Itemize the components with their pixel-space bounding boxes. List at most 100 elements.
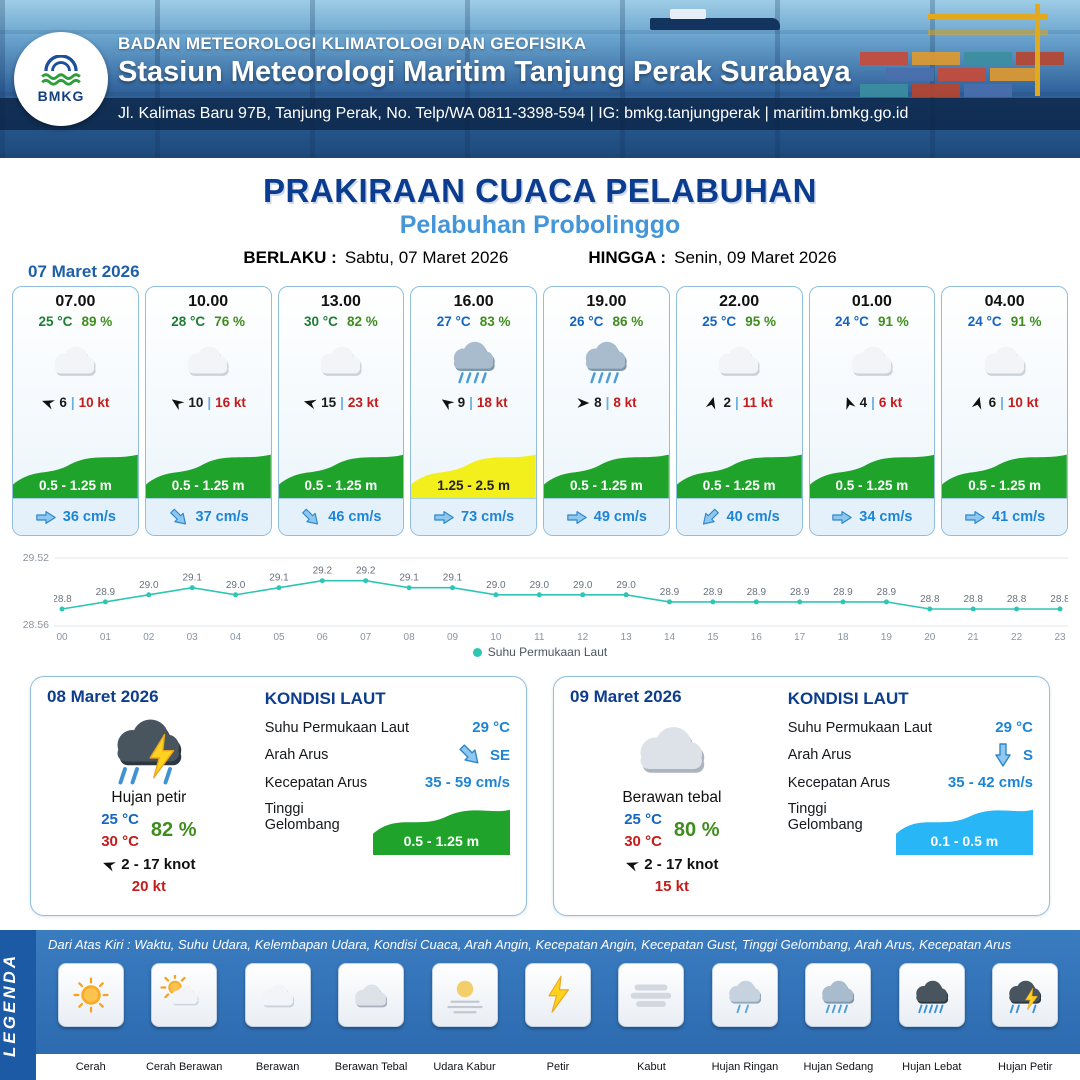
current-row: 49 cm/s bbox=[544, 498, 669, 535]
svg-text:29.2: 29.2 bbox=[356, 566, 376, 577]
legend-item-label: Hujan Lebat bbox=[902, 1061, 962, 1073]
time-label: 19.00 bbox=[586, 293, 627, 310]
bmkg-logo-text: BMKG bbox=[37, 87, 85, 104]
svg-text:28.8: 28.8 bbox=[1007, 594, 1027, 605]
time-label: 16.00 bbox=[453, 293, 494, 310]
legend-item-icon bbox=[338, 963, 405, 1027]
wind-speed-value: 10 bbox=[188, 395, 204, 410]
berlaku-label: BERLAKU : bbox=[243, 248, 337, 267]
current-row: 40 cm/s bbox=[676, 498, 802, 535]
wind-direction-icon bbox=[623, 856, 641, 874]
humidity-value: 95 % bbox=[745, 314, 776, 329]
svg-text:29.1: 29.1 bbox=[269, 573, 289, 584]
legend-item-icon bbox=[57, 963, 124, 1027]
svg-text:28.9: 28.9 bbox=[790, 587, 810, 598]
temperature-value: 25 °C bbox=[38, 314, 73, 329]
chart-y-max: 29.52 bbox=[22, 552, 49, 564]
wave-height-value: 0.5 - 1.25 m bbox=[569, 478, 643, 493]
wave-height-band: 0.5 - 1.25 m bbox=[544, 446, 669, 498]
legend-item-label: Hujan Petir bbox=[998, 1061, 1053, 1073]
gust-value: 18 kt bbox=[476, 395, 508, 410]
legend-item: Kabut bbox=[605, 963, 698, 1080]
wind-range-value: 2 - 17 knot bbox=[644, 856, 719, 873]
svg-text:20: 20 bbox=[924, 632, 936, 642]
wave-height-value: 0.5 - 1.25 m bbox=[968, 478, 1042, 493]
wave-height-label: Tinggi Gelombang bbox=[787, 801, 863, 833]
wave-height-value: 0.5 - 1.25 m bbox=[702, 478, 776, 493]
sst-row: Suhu Permukaan Laut 29 °C bbox=[265, 719, 510, 736]
separator: | bbox=[207, 395, 212, 410]
forecast-card: 16.00 27 °C 83 % 9 | 18 kt 1.25 - 2.5 m bbox=[410, 286, 537, 536]
legend-item-icon bbox=[805, 963, 872, 1027]
wave-height-band: 1.25 - 2.5 m bbox=[411, 446, 536, 498]
wave-height-value: 0.5 - 1.25 m bbox=[403, 833, 480, 849]
sst-value: 29 °C bbox=[472, 719, 510, 736]
humidity-value: 82 % bbox=[346, 314, 378, 329]
wind-direction-icon bbox=[100, 856, 118, 874]
current-speed-value: 41 cm/s bbox=[992, 509, 1046, 525]
sst-value: 29 °C bbox=[995, 719, 1033, 736]
temperature-value: 24 °C bbox=[967, 314, 1002, 329]
current-row: 73 cm/s bbox=[411, 498, 536, 535]
svg-text:04: 04 bbox=[230, 632, 242, 642]
wind-row: 10 | 16 kt bbox=[146, 395, 271, 410]
current-speed-value: 36 cm/s bbox=[62, 509, 116, 525]
svg-text:29.0: 29.0 bbox=[486, 580, 506, 591]
condition-label: Hujan petir bbox=[111, 789, 187, 806]
legend-item-icon bbox=[244, 963, 311, 1027]
wind-direction-icon bbox=[302, 394, 319, 411]
wave-height-graphic: 0.5 - 1.25 m bbox=[372, 801, 510, 855]
sst-label: Suhu Permukaan Laut bbox=[787, 719, 933, 736]
svg-text:29.1: 29.1 bbox=[443, 573, 463, 584]
svg-text:28.8: 28.8 bbox=[1050, 594, 1068, 605]
legend-item: Udara Kabur bbox=[418, 963, 511, 1080]
legend-item-label: Berawan bbox=[255, 1061, 300, 1073]
svg-text:28.8: 28.8 bbox=[963, 594, 983, 605]
time-label: 04.00 bbox=[984, 293, 1025, 310]
legend-description: Dari Atas Kiri : Waktu, Suhu Udara, Kele… bbox=[48, 937, 1012, 952]
time-label: 01.00 bbox=[851, 293, 892, 310]
svg-text:28.9: 28.9 bbox=[703, 587, 723, 598]
time-label: 22.00 bbox=[719, 293, 760, 310]
temperature-value: 30 °C bbox=[304, 314, 338, 329]
agency-name: BADAN METEOROLOGI KLIMATOLOGI DAN GEOFIS… bbox=[118, 34, 587, 53]
gust-value: 16 kt bbox=[215, 395, 246, 410]
legend-item: Hujan Lebat bbox=[885, 963, 978, 1080]
current-direction-icon bbox=[696, 504, 722, 530]
time-label: 13.00 bbox=[320, 293, 361, 310]
gust-value: 20 kt bbox=[131, 878, 166, 895]
current-row: 36 cm/s bbox=[13, 498, 138, 535]
legend-item: Hujan Petir bbox=[979, 963, 1072, 1080]
current-direction-icon bbox=[566, 510, 588, 525]
temperature-block: 25 °C 30 °C 80 % bbox=[624, 811, 719, 850]
svg-text:28.8: 28.8 bbox=[54, 594, 72, 605]
current-direction-icon bbox=[994, 742, 1012, 768]
temp-humidity-row: 25 °C 89 % bbox=[13, 314, 138, 329]
daily-card: 08 Maret 2026 Hujan petir 25 °C 30 °C 82… bbox=[30, 676, 527, 916]
current-speed-row: Kecepatan Arus 35 - 42 cm/s bbox=[788, 774, 1033, 791]
svg-text:07: 07 bbox=[360, 632, 372, 642]
wind-speed-value: 15 bbox=[321, 395, 337, 410]
current-direction-value-group: SE bbox=[457, 744, 510, 764]
wind-speed-value: 9 bbox=[457, 395, 466, 410]
wave-height-value: 0.5 - 1.25 m bbox=[835, 478, 909, 493]
current-direction-icon bbox=[433, 510, 455, 525]
legend-item-label: Hujan Sedang bbox=[803, 1061, 874, 1073]
wind-row: 9 | 18 kt bbox=[411, 395, 536, 410]
sst-label: Suhu Permukaan Laut bbox=[264, 719, 410, 736]
svg-text:29.0: 29.0 bbox=[616, 580, 636, 591]
svg-text:18: 18 bbox=[837, 632, 849, 642]
wind-row: 2 - 17 knot bbox=[625, 856, 718, 873]
gust-value: 10 kt bbox=[78, 395, 110, 410]
weather-icon bbox=[677, 333, 802, 387]
humidity-value: 76 % bbox=[214, 314, 245, 329]
legend-item-icon bbox=[898, 963, 965, 1027]
svg-text:03: 03 bbox=[187, 632, 199, 642]
current-speed-value: 34 cm/s bbox=[859, 509, 913, 525]
hingga-value: Senin, 09 Maret 2026 bbox=[674, 248, 837, 267]
svg-text:28.9: 28.9 bbox=[877, 587, 897, 598]
current-direction-icon bbox=[964, 510, 986, 525]
sst-chart-section: 29.52 28.56 28.8 00 28.9 01 29.0 02 29.1 03 29.0… bbox=[12, 542, 1068, 668]
wave-height-value: 1.25 - 2.5 m bbox=[437, 478, 511, 493]
